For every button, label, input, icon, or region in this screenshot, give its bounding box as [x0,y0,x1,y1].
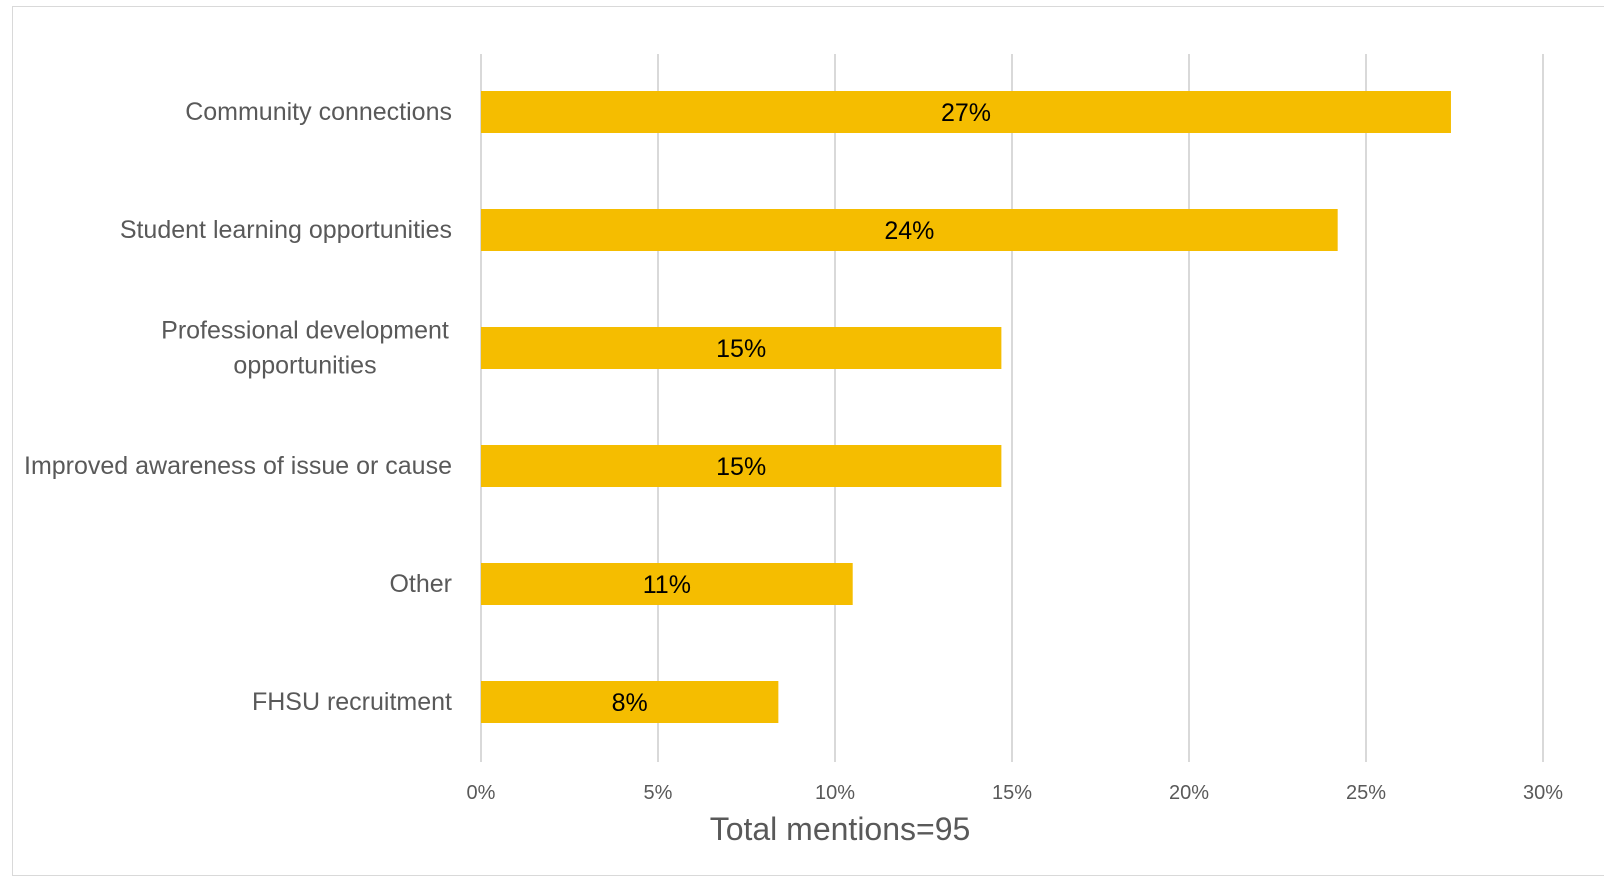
x-tick-label: 5% [644,782,673,804]
x-axis-title: Total mentions=95 [710,811,971,847]
x-tick-label: 25% [1346,782,1386,804]
category-label-line: Professional development [161,317,449,345]
category-label: Professional development opportunities [161,317,449,380]
x-tick-label: 10% [815,782,855,804]
bar [481,563,853,605]
data-label: 8% [612,689,648,717]
bar [481,91,1451,133]
bar [481,327,1002,369]
data-label: 15% [716,453,766,481]
category-label: Student learning opportunities [120,216,452,244]
data-label: 27% [941,99,991,127]
category-label-line: Other [389,570,452,598]
data-label: 15% [716,335,766,363]
category-label-line: opportunities [233,352,376,380]
category-label-line: Improved awareness of issue or cause [24,452,452,480]
bar [481,681,779,723]
category-label: FHSU recruitment [252,688,452,716]
category-label: Community connections [185,98,452,126]
x-tick-label: 15% [992,782,1032,804]
data-label: 11% [643,571,691,599]
category-label-line: FHSU recruitment [252,688,452,716]
bar [481,209,1338,251]
bar [481,445,1002,487]
category-label: Other [389,570,452,598]
category-label-line: Student learning opportunities [120,216,452,244]
data-label: 24% [884,217,934,245]
category-label: Improved awareness of issue or cause [24,452,452,480]
x-tick-label: 30% [1523,782,1563,804]
x-tick-label: 0% [467,782,496,804]
x-tick-label: 20% [1169,782,1209,804]
chart-frame [12,6,1604,876]
category-label-line: Community connections [185,98,452,126]
